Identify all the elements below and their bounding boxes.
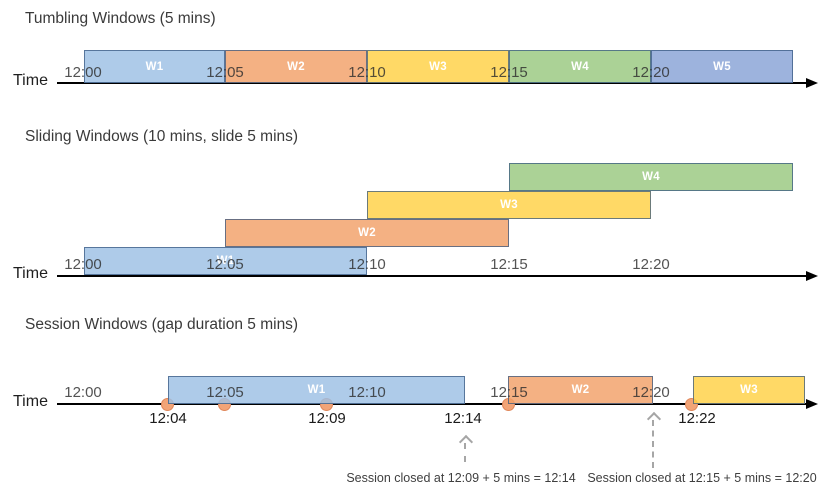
session-window-w3: W3	[693, 376, 805, 404]
session-tick-12-00: 12:00	[64, 384, 102, 401]
session-close-label-12-14: 12:14	[444, 410, 482, 427]
window-label: W2	[358, 227, 376, 239]
sliding-window-w4: W4	[509, 163, 793, 191]
session-axis-arrowhead-icon	[806, 399, 818, 409]
tumbling-tick-12-15: 12:15	[490, 64, 528, 81]
session-window-w2: W2	[508, 376, 653, 404]
window-label: W1	[145, 60, 164, 73]
session-time-axis	[57, 403, 807, 405]
sliding-window-w2: W2	[225, 219, 509, 247]
session-tick-12-10: 12:10	[348, 384, 386, 401]
sliding-time-axis-label: Time	[13, 265, 48, 282]
dashed-arrow-stem	[652, 420, 654, 468]
window-label: W3	[500, 199, 518, 211]
sliding-window-w1: W1	[84, 247, 367, 275]
session-tick-12-15: 12:15	[490, 384, 528, 401]
session-section-title: Session Windows (gap duration 5 mins)	[25, 316, 299, 333]
sliding-tick-12-15: 12:15	[490, 256, 528, 273]
window-label: W1	[216, 255, 235, 267]
session-window-w1: W1	[168, 376, 465, 404]
sliding-axis-arrowhead-icon	[806, 271, 818, 281]
window-label: W4	[571, 60, 589, 73]
sliding-section-title: Sliding Windows (10 mins, slide 5 mins)	[25, 128, 299, 145]
tumbling-window-w5: W5	[651, 50, 793, 83]
dashed-up-arrowhead-icon	[458, 434, 474, 450]
sliding-tick-12-20: 12:20	[632, 256, 670, 273]
tumbling-tick-12-00: 12:00	[64, 64, 102, 81]
session-annotation-2: Session closed at 12:15 + 5 mins = 12:20	[587, 471, 817, 485]
tumbling-window-w3: W3	[367, 50, 509, 83]
window-label: W3	[429, 60, 447, 73]
sliding-tick-12-10: 12:10	[348, 256, 386, 273]
tumbling-section-title: Tumbling Windows (5 mins)	[25, 10, 216, 27]
tumbling-tick-12-10: 12:10	[348, 64, 386, 81]
sliding-tick-12-00: 12:00	[64, 256, 102, 273]
window-label: W4	[642, 171, 660, 183]
window-label: W3	[740, 384, 758, 396]
session-tick-12-20: 12:20	[632, 384, 670, 401]
tumbling-window-w1: W1	[84, 50, 225, 83]
session-tick-12-05: 12:05	[206, 384, 244, 401]
session-event-label-12-22: 12:22	[678, 410, 716, 427]
tumbling-time-axis-label: Time	[13, 72, 48, 89]
sliding-time-axis	[57, 275, 807, 277]
window-label: W2	[287, 60, 305, 73]
session-event-label-12-09: 12:09	[308, 410, 346, 427]
tumbling-window-w2: W2	[225, 50, 367, 83]
tumbling-axis-arrowhead-icon	[806, 78, 818, 88]
window-label: W5	[713, 60, 731, 73]
window-label: W2	[571, 384, 590, 396]
dashed-up-arrowhead-icon	[646, 411, 662, 427]
tumbling-tick-12-20: 12:20	[632, 64, 670, 81]
dashed-arrow-stem	[464, 443, 466, 462]
session-event-label-12-04: 12:04	[149, 410, 187, 427]
session-time-axis-label: Time	[13, 393, 48, 410]
tumbling-window-w4: W4	[509, 50, 651, 83]
sliding-window-w3: W3	[367, 191, 651, 219]
sliding-tick-12-05: 12:05	[206, 256, 244, 273]
tumbling-time-axis	[57, 82, 807, 84]
tumbling-tick-12-05: 12:05	[206, 64, 244, 81]
window-label: W1	[307, 384, 326, 396]
session-annotation-1: Session closed at 12:09 + 5 mins = 12:14	[346, 471, 576, 485]
